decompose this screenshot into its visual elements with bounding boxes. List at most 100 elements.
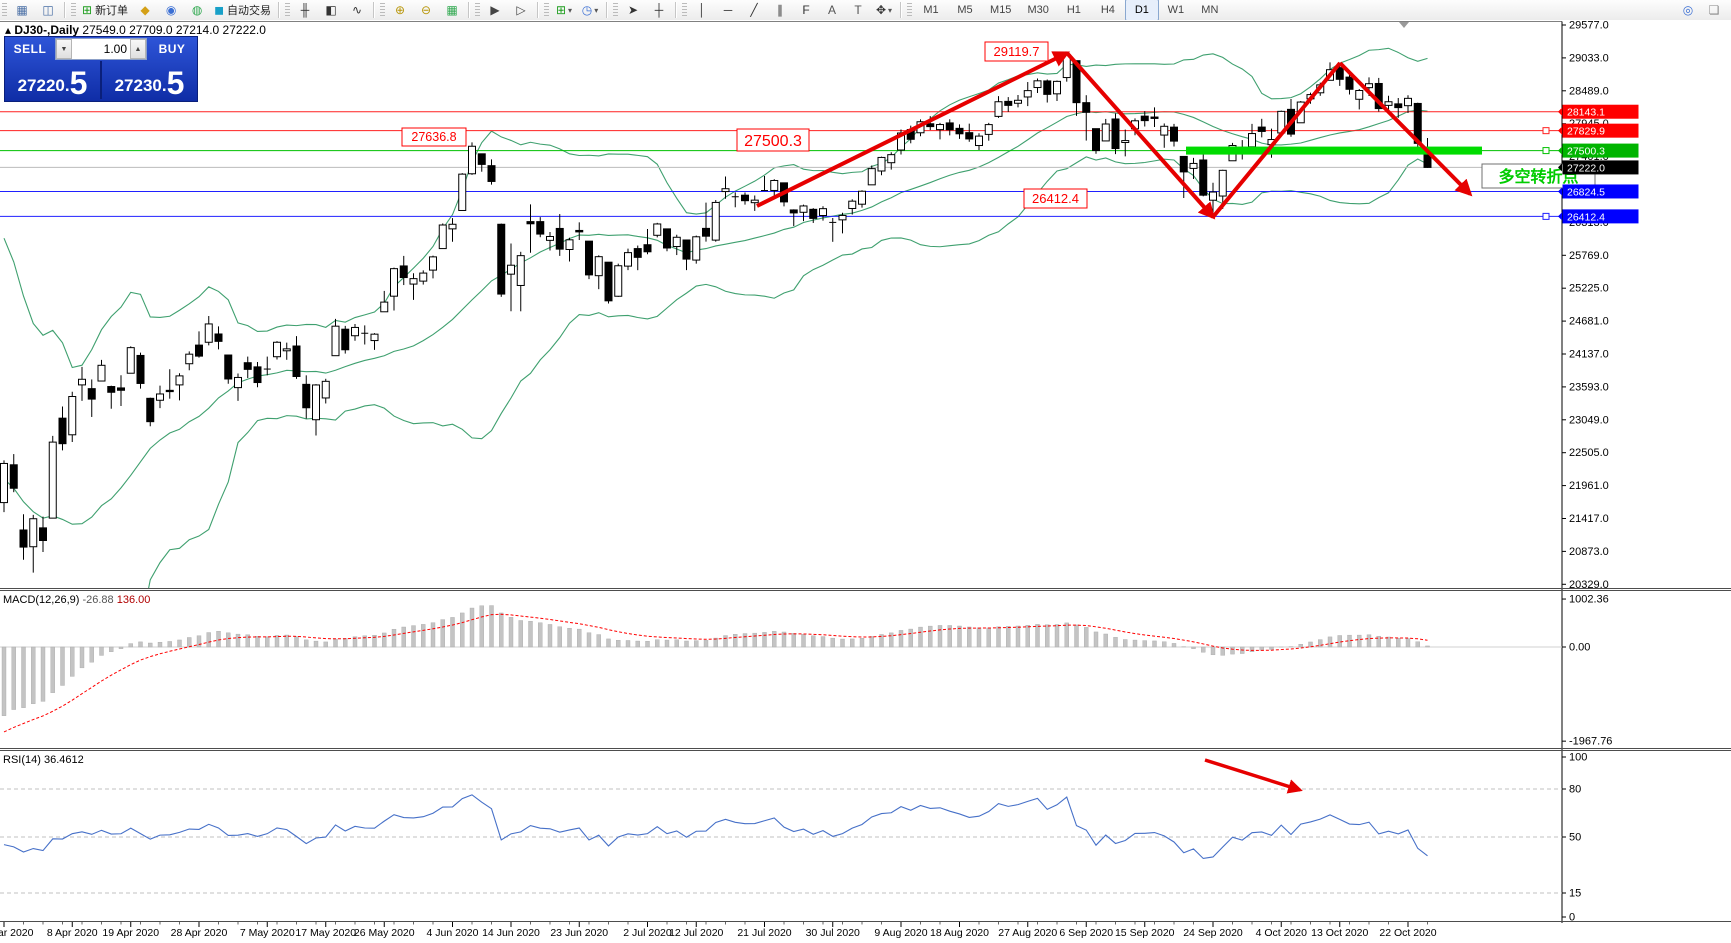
lot-increase-button[interactable]: ▲	[130, 39, 146, 59]
tile-windows-icon: ▦	[446, 3, 458, 17]
support-band-line[interactable]	[1186, 146, 1482, 155]
chart-shift-button[interactable]: ▷	[509, 0, 533, 20]
candle-body	[1394, 103, 1403, 109]
buy-button[interactable]: BUY	[158, 42, 186, 56]
price-annotation[interactable]: 27636.8	[401, 127, 467, 147]
fibonacci-button[interactable]: F	[794, 0, 818, 20]
macd-bar	[518, 620, 523, 648]
bar-chart-button[interactable]: ╫	[293, 0, 317, 20]
macd-bar	[1103, 633, 1108, 648]
broom-button[interactable]: ◆	[133, 0, 157, 20]
timeframe-m30-button[interactable]: M30	[1027, 4, 1049, 16]
macd-axis-label: 1002.36	[1569, 594, 1609, 606]
arrows-tool-button[interactable]: ✥ ▾	[872, 0, 896, 20]
macd-bar	[460, 612, 465, 648]
macd-bar	[996, 626, 1001, 648]
macd-bar	[440, 619, 445, 648]
chevron-down-icon[interactable]: ▾	[594, 5, 599, 15]
macd-bar	[557, 626, 562, 648]
candle-body	[243, 362, 252, 370]
period-clock-button[interactable]: ◷ ▾	[578, 0, 602, 20]
date-label: 28 Apr 2020	[171, 927, 228, 939]
macd-bar	[148, 642, 153, 648]
trend-arrow[interactable]	[1338, 61, 1473, 197]
tile-windows-button[interactable]: ▦	[440, 0, 464, 20]
candle-body	[234, 376, 242, 389]
chart-window-button[interactable]: ▦	[10, 0, 34, 20]
macd-bar	[1308, 641, 1313, 648]
candle-body	[633, 248, 642, 258]
line-handle[interactable]	[1542, 147, 1550, 155]
autotrading-button[interactable]: ◼ 自动交易	[211, 0, 274, 20]
quote-panel-collapse-icon[interactable]: ▴	[5, 23, 12, 37]
text-button[interactable]: A	[820, 0, 844, 20]
macd-bar	[606, 638, 611, 648]
chart-shift-marker[interactable]	[1399, 22, 1409, 28]
macd-bar	[1025, 625, 1030, 648]
crosshair-button[interactable]: ┼	[647, 0, 671, 20]
autoscroll-button[interactable]: ▶	[483, 0, 507, 20]
text-label-button[interactable]: T	[846, 0, 870, 20]
candle-body	[409, 278, 418, 285]
candle-body	[419, 272, 428, 282]
candle-body	[477, 153, 486, 165]
horizontal-line-button[interactable]: ─	[716, 0, 740, 20]
data-preview-button[interactable]: ◫	[36, 0, 60, 20]
vertical-line-button[interactable]: │	[690, 0, 714, 20]
chevron-down-icon[interactable]: ▾	[888, 5, 893, 15]
rsi-trend-arrow[interactable]	[1204, 758, 1303, 794]
sell-price-main: 27220	[17, 76, 65, 95]
price-annotation[interactable]: 29119.7	[984, 41, 1049, 62]
line-handle[interactable]	[1542, 127, 1550, 135]
timeframe-mn-button[interactable]: MN	[1201, 4, 1219, 16]
price-annotation[interactable]: 26412.4	[1023, 188, 1088, 209]
sell-button[interactable]: SELL	[13, 42, 47, 56]
timeframe-m1-button[interactable]: M1	[923, 4, 939, 16]
zoom-in-button[interactable]: ⊕	[388, 0, 412, 20]
cursor-button[interactable]: ➤	[621, 0, 645, 20]
sell-price-button[interactable]: 27220. 5	[17, 64, 88, 101]
macd-bar	[1054, 624, 1060, 648]
candle-body	[1384, 101, 1393, 106]
price-annotation[interactable]: 27500.3	[736, 128, 810, 152]
channel-button[interactable]: ∥	[768, 0, 792, 20]
candlestick-button[interactable]: ◧	[319, 0, 343, 20]
candle-body	[1189, 162, 1198, 169]
timeframe-d1-button[interactable]: D1	[1124, 0, 1159, 21]
candle-body	[1335, 67, 1344, 80]
macd-bar	[791, 633, 796, 648]
new-order-button[interactable]: ⊞ 新订单	[79, 0, 131, 20]
candle-body	[750, 199, 759, 204]
timeframe-m15-button[interactable]: M15	[990, 4, 1012, 16]
trend-arrow[interactable]	[1065, 51, 1216, 220]
line-chart-button[interactable]: ∿	[345, 0, 369, 20]
signal-button[interactable]: ◍	[185, 0, 209, 20]
timeframe-w1-button[interactable]: W1	[1167, 4, 1185, 16]
crosshair-icon: ┼	[654, 3, 664, 17]
macd-bar	[255, 636, 260, 648]
lot-decrease-button[interactable]: ▼	[56, 39, 72, 59]
search-button[interactable]: ◎	[1676, 0, 1700, 20]
candle-body	[370, 333, 379, 342]
line-handle[interactable]	[1542, 212, 1550, 220]
timeframe-h4-button[interactable]: H4	[1100, 4, 1115, 16]
candle-body	[312, 384, 320, 421]
timeframe-m5-button[interactable]: M5	[957, 4, 973, 16]
contact-button[interactable]: ◉	[159, 0, 183, 20]
trend-arrow[interactable]	[1211, 61, 1342, 219]
timeframe-h1-button[interactable]: H1	[1066, 4, 1081, 16]
zoom-out-button[interactable]: ⊖	[414, 0, 438, 20]
indicators-button[interactable]: ⊞ ▾	[552, 0, 576, 20]
chevron-down-icon[interactable]: ▾	[568, 5, 573, 15]
candle-body	[87, 388, 96, 400]
chart-canvas[interactable]: 29577.029033.028489.027945.027401.026857…	[0, 20, 1731, 943]
note-annotation[interactable]: 多空转折点	[1481, 163, 1596, 189]
date-label: 2 Jul 2020	[623, 927, 672, 939]
community-chat-button[interactable]: ❏	[1702, 0, 1726, 20]
buy-price-button[interactable]: 27230. 5	[114, 64, 185, 101]
candle-body	[575, 229, 584, 233]
trend-arrow[interactable]	[756, 51, 1071, 208]
trendline-button[interactable]: ╱	[742, 0, 766, 20]
lot-size-input[interactable]	[72, 39, 130, 59]
